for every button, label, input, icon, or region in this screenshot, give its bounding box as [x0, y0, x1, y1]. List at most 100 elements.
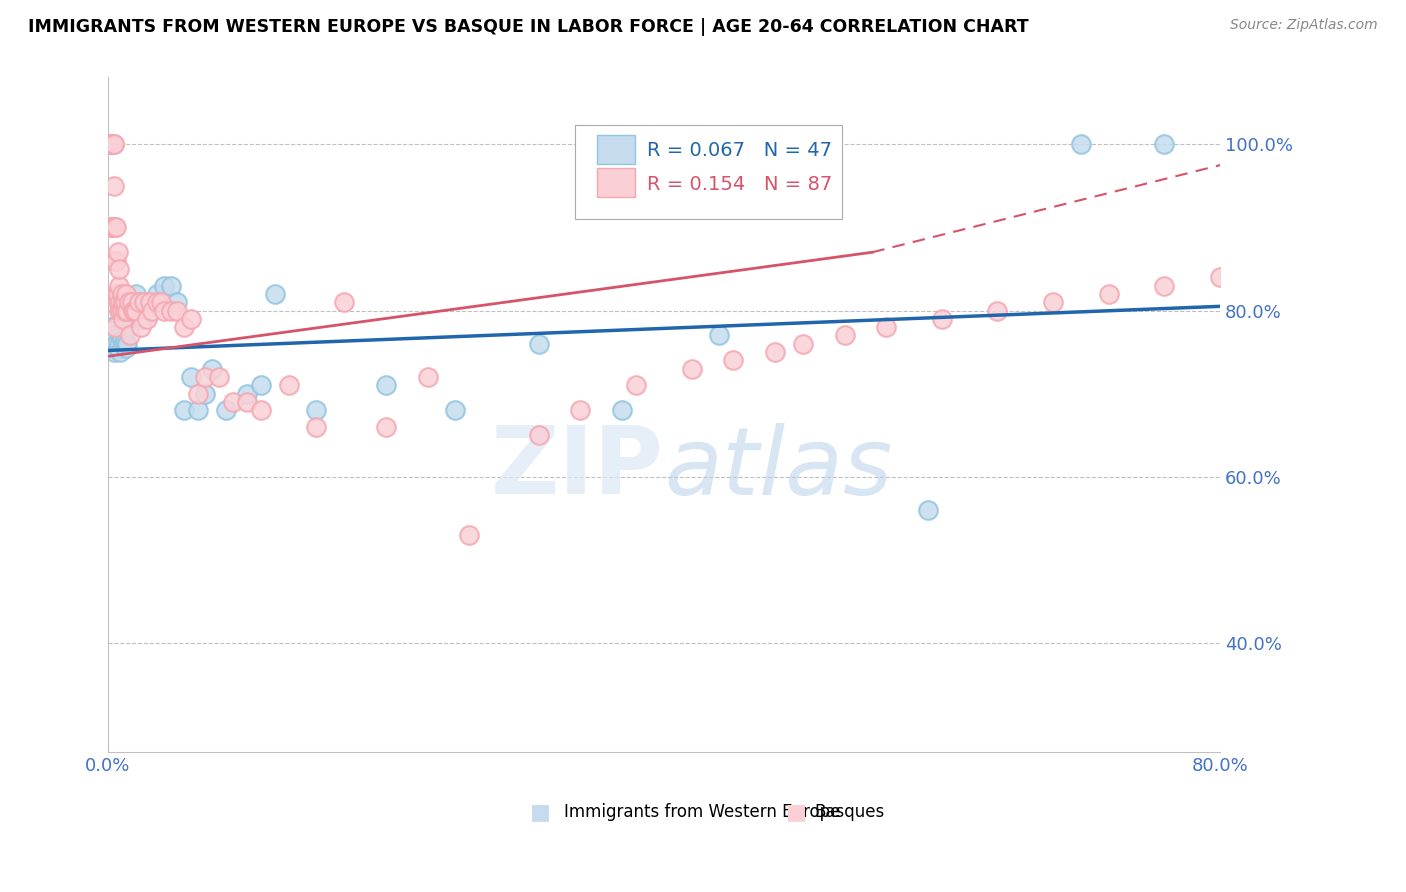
Point [138, 295, 160, 310]
Point [110, 345, 132, 359]
Point [215, 403, 238, 417]
Point [101, 220, 124, 235]
Point [236, 386, 259, 401]
Point [115, 286, 138, 301]
Point [101, 341, 124, 355]
Point [416, 370, 439, 384]
Point [138, 303, 160, 318]
Point [107, 295, 129, 310]
Point [108, 278, 131, 293]
Point [180, 370, 202, 384]
Point [159, 303, 181, 318]
Text: R = 0.154   N = 87: R = 0.154 N = 87 [647, 175, 832, 194]
Point [108, 261, 131, 276]
Point [98, 136, 121, 151]
Point [98, 136, 121, 151]
Point [986, 303, 1008, 318]
Point [103, 345, 125, 359]
Point [122, 303, 145, 318]
Point [104, 338, 127, 352]
Text: IMMIGRANTS FROM WESTERN EUROPE VS BASQUE IN LABOR FORCE | AGE 20-64 CORRELATION : IMMIGRANTS FROM WESTERN EUROPE VS BASQUE… [28, 18, 1029, 36]
Point [834, 328, 856, 343]
Point [120, 311, 142, 326]
Point [118, 295, 141, 310]
Point [114, 335, 136, 350]
Point [180, 311, 202, 326]
Point [105, 336, 128, 351]
Point [122, 295, 145, 310]
Point [194, 370, 217, 384]
Point [1264, 261, 1286, 276]
Point [187, 403, 209, 417]
Point [145, 295, 167, 310]
Point [100, 136, 122, 151]
Point [104, 328, 127, 343]
Text: ZIP: ZIP [491, 423, 664, 515]
Point [277, 378, 299, 392]
Point [101, 136, 124, 151]
Point [128, 295, 150, 310]
Point [103, 136, 125, 151]
Point [112, 311, 135, 326]
Point [527, 336, 550, 351]
Point [105, 286, 128, 301]
Point [110, 303, 132, 318]
Text: atlas: atlas [664, 423, 891, 514]
Point [263, 286, 285, 301]
Point [125, 303, 148, 318]
Text: Basques: Basques [814, 804, 884, 822]
Point [723, 353, 745, 368]
Point [1042, 295, 1064, 310]
Point [527, 428, 550, 442]
Point [103, 136, 125, 151]
Text: R = 0.067   N = 47: R = 0.067 N = 47 [647, 142, 832, 161]
Point [145, 286, 167, 301]
Point [104, 253, 127, 268]
Point [118, 320, 141, 334]
Point [112, 338, 135, 352]
Point [107, 286, 129, 301]
Point [159, 278, 181, 293]
Point [201, 361, 224, 376]
Point [141, 303, 163, 318]
Point [98, 328, 121, 343]
Point [763, 345, 786, 359]
Point [117, 303, 139, 318]
Point [305, 403, 328, 417]
Point [624, 378, 647, 392]
Point [98, 136, 121, 151]
Point [111, 333, 134, 347]
Point [875, 320, 897, 334]
Point [132, 311, 155, 326]
Point [208, 370, 231, 384]
Point [709, 328, 731, 343]
Point [115, 341, 138, 355]
Point [101, 136, 124, 151]
Text: Source: ZipAtlas.com: Source: ZipAtlas.com [1230, 18, 1378, 32]
Point [124, 303, 146, 318]
Point [1097, 286, 1119, 301]
Point [104, 220, 127, 235]
Text: ■: ■ [786, 802, 807, 822]
Point [612, 403, 634, 417]
Point [120, 328, 142, 343]
Point [101, 324, 124, 338]
Point [792, 336, 814, 351]
Text: Immigrants from Western Europe: Immigrants from Western Europe [564, 804, 841, 822]
Point [111, 286, 134, 301]
FancyBboxPatch shape [575, 125, 842, 219]
Point [134, 295, 156, 310]
Point [1209, 270, 1232, 285]
Point [374, 378, 396, 392]
Point [112, 295, 135, 310]
Point [149, 295, 172, 310]
Point [152, 278, 174, 293]
Point [107, 245, 129, 260]
Point [173, 320, 195, 334]
Point [917, 503, 939, 517]
Point [1070, 136, 1092, 151]
Point [1153, 136, 1175, 151]
FancyBboxPatch shape [598, 168, 636, 197]
Point [135, 311, 157, 326]
Point [131, 320, 153, 334]
